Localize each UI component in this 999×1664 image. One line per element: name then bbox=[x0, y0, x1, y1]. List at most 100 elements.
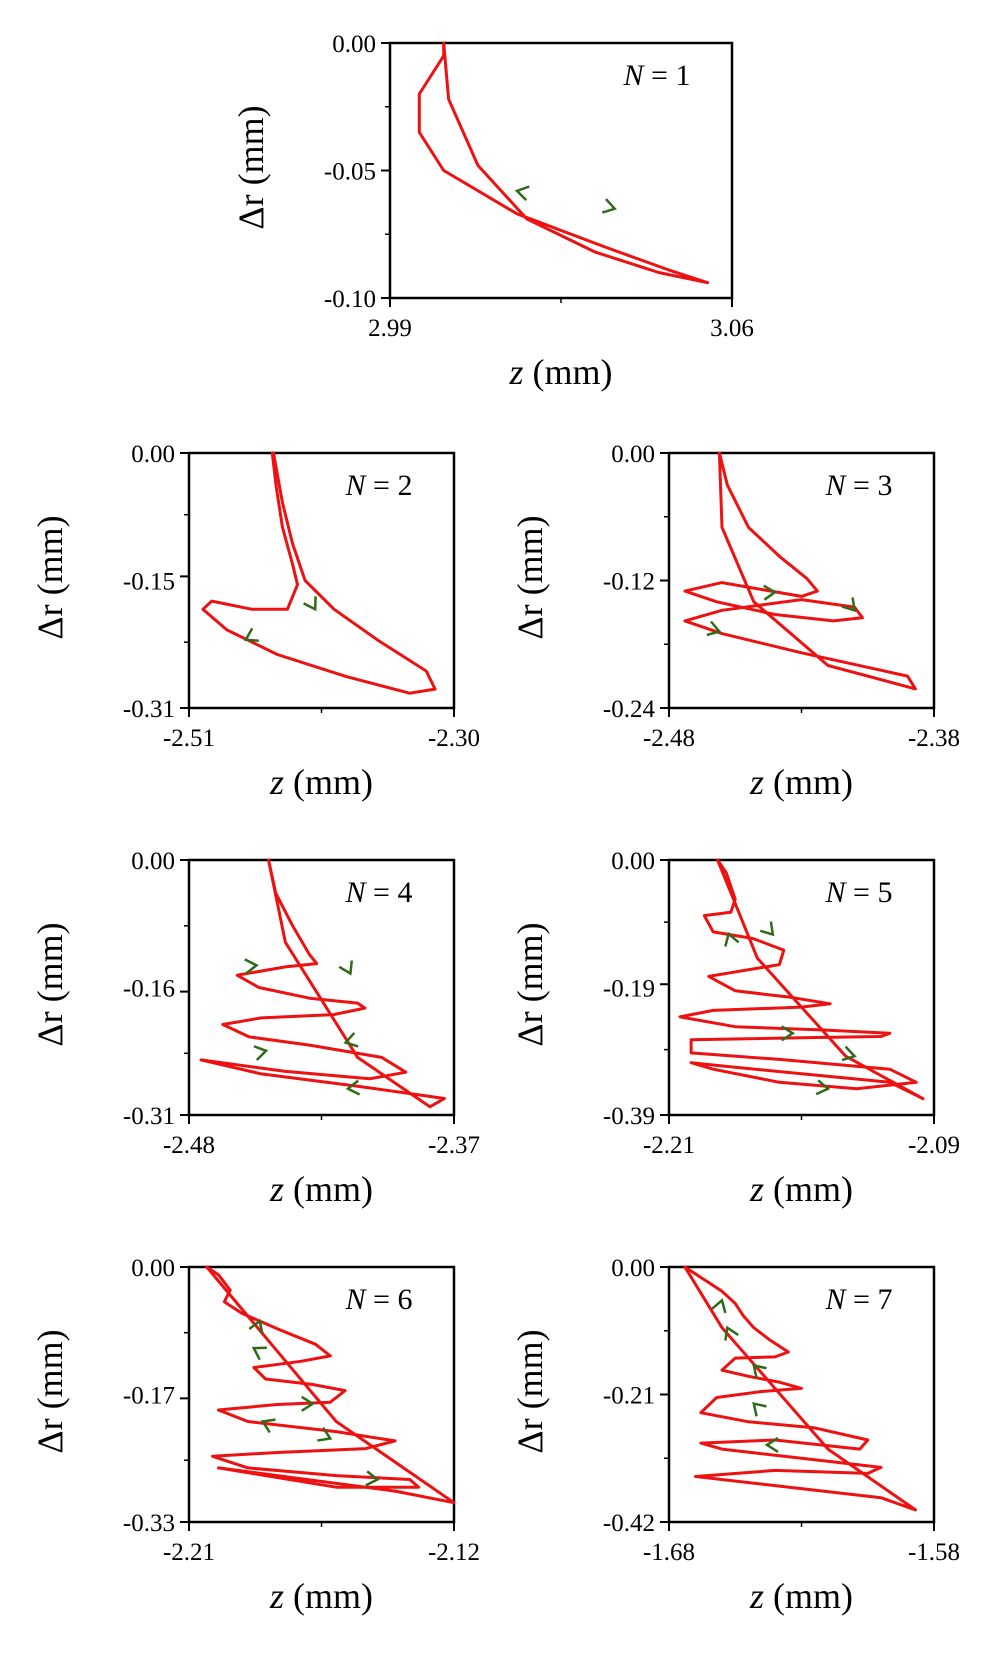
y-axis-title: Δr (mm) bbox=[510, 515, 550, 639]
x-tick-label-min: -2.48 bbox=[163, 1132, 215, 1159]
y-tick-label-top: 0.00 bbox=[611, 1255, 655, 1282]
direction-arrow bbox=[251, 1346, 267, 1361]
direction-arrow bbox=[243, 627, 259, 643]
direction-arrow bbox=[365, 1470, 380, 1487]
y-axis-title: Δr (mm) bbox=[231, 105, 271, 229]
direction-arrow bbox=[601, 198, 617, 214]
y-tick-label-top: 0.00 bbox=[611, 848, 655, 875]
x-tick-label-max: -2.38 bbox=[908, 725, 960, 752]
direction-arrow bbox=[752, 1363, 767, 1379]
direction-arrow bbox=[781, 1025, 796, 1042]
y-tick-label-bottom: -0.31 bbox=[123, 1103, 175, 1130]
x-tick-label-max: 3.06 bbox=[710, 315, 754, 342]
plot-frame bbox=[667, 858, 936, 1117]
direction-arrow bbox=[752, 1401, 767, 1417]
x-axis-title: z (mm) bbox=[749, 1576, 853, 1616]
y-tick-label-mid: -0.05 bbox=[324, 159, 376, 186]
y-tick-label-top: 0.00 bbox=[131, 441, 175, 468]
direction-arrow bbox=[724, 931, 740, 947]
panel-label: N = 1 bbox=[623, 59, 691, 92]
y-tick-label-mid: -0.12 bbox=[603, 569, 655, 596]
direction-arrow bbox=[253, 1045, 269, 1061]
y-tick-label-top: 0.00 bbox=[131, 848, 175, 875]
trajectory-line bbox=[199, 858, 446, 1109]
trajectory-line bbox=[205, 1265, 456, 1505]
x-axis-title: z (mm) bbox=[269, 1169, 373, 1209]
trajectory-line bbox=[683, 1265, 917, 1512]
x-tick-label-max: -2.09 bbox=[908, 1132, 960, 1159]
data-marks bbox=[199, 858, 446, 1109]
y-tick-label-bottom: -0.42 bbox=[603, 1510, 655, 1537]
panel-n4: -2.48 -2.37 0.00 -0.16 -0.31 z (mm) Δr (… bbox=[30, 848, 480, 1209]
panel-n7: -1.68 -1.58 0.00 -0.21 -0.42 z (mm) Δr (… bbox=[510, 1255, 960, 1616]
x-tick-label-min: 2.99 bbox=[368, 315, 412, 342]
direction-arrow bbox=[260, 1418, 276, 1434]
direction-arrow bbox=[317, 1427, 333, 1442]
direction-arrow bbox=[841, 597, 857, 613]
direction-arrow bbox=[763, 584, 778, 601]
x-axis-title: z (mm) bbox=[749, 1169, 853, 1209]
panel-label: N = 4 bbox=[345, 876, 413, 909]
x-tick-label-min: -2.51 bbox=[163, 725, 215, 752]
ticks bbox=[381, 42, 733, 307]
y-axis-title: Δr (mm) bbox=[510, 922, 550, 1046]
direction-arrow bbox=[301, 1395, 316, 1412]
data-marks bbox=[683, 451, 917, 691]
plot-frame bbox=[667, 451, 936, 710]
direction-arrow bbox=[514, 185, 530, 201]
panel-label: N = 6 bbox=[345, 1283, 413, 1316]
data-marks bbox=[205, 1265, 456, 1505]
x-tick-label-max: -2.12 bbox=[428, 1539, 480, 1566]
direction-arrow bbox=[303, 596, 317, 612]
data-marks bbox=[683, 1265, 917, 1512]
ticks bbox=[660, 1266, 935, 1531]
y-tick-label-mid: -0.15 bbox=[123, 569, 175, 596]
y-tick-label-bottom: -0.33 bbox=[123, 1510, 175, 1537]
x-axis-title: z (mm) bbox=[269, 1576, 373, 1616]
y-axis-title: Δr (mm) bbox=[30, 1329, 70, 1453]
panel-label: N = 7 bbox=[825, 1283, 893, 1316]
x-tick-label-max: -2.30 bbox=[428, 725, 480, 752]
y-axis-title: Δr (mm) bbox=[30, 922, 70, 1046]
direction-arrow bbox=[248, 1318, 264, 1335]
data-marks bbox=[201, 451, 437, 695]
panel-n3: -2.48 -2.38 0.00 -0.12 -0.24 z (mm) Δr (… bbox=[510, 441, 960, 802]
y-tick-label-mid: -0.21 bbox=[603, 1383, 655, 1410]
y-tick-label-mid: -0.17 bbox=[123, 1383, 175, 1410]
y-axis-title: Δr (mm) bbox=[30, 515, 70, 639]
y-tick-label-top: 0.00 bbox=[332, 31, 376, 58]
direction-arrow bbox=[711, 1298, 727, 1314]
direction-arrow bbox=[724, 1325, 739, 1341]
panel-n2: -2.51 -2.30 0.00 -0.15 -0.31 z (mm) Δr (… bbox=[30, 441, 480, 802]
y-tick-label-bottom: -0.31 bbox=[123, 696, 175, 723]
x-tick-label-min: -2.21 bbox=[163, 1539, 215, 1566]
trajectory-line bbox=[683, 451, 917, 691]
trajectory-line bbox=[678, 858, 925, 1101]
ticks bbox=[660, 452, 935, 717]
y-tick-label-bottom: -0.10 bbox=[324, 286, 376, 313]
plot-frame bbox=[187, 858, 456, 1117]
y-tick-label-bottom: -0.24 bbox=[603, 696, 656, 723]
direction-arrow bbox=[764, 1436, 779, 1453]
y-tick-label-top: 0.00 bbox=[131, 1255, 175, 1282]
x-tick-label-max: -2.37 bbox=[428, 1132, 480, 1159]
x-tick-label-min: -2.48 bbox=[643, 725, 695, 752]
direction-arrow bbox=[338, 960, 354, 976]
x-axis-title: z (mm) bbox=[749, 762, 853, 802]
x-tick-label-min: -1.68 bbox=[643, 1539, 695, 1566]
data-marks bbox=[678, 858, 925, 1101]
direction-arrow bbox=[345, 1079, 361, 1096]
ticks bbox=[660, 859, 935, 1124]
direction-arrow bbox=[759, 921, 775, 937]
trajectory-line bbox=[201, 451, 437, 695]
panel-n6: -2.21 -2.12 0.00 -0.17 -0.33 z (mm) Δr (… bbox=[30, 1255, 480, 1616]
y-tick-label-bottom: -0.39 bbox=[603, 1103, 655, 1130]
x-tick-label-max: -1.58 bbox=[908, 1539, 960, 1566]
y-tick-label-mid: -0.19 bbox=[603, 976, 655, 1003]
ticks bbox=[180, 1266, 455, 1531]
ticks bbox=[180, 452, 455, 717]
direction-arrow bbox=[841, 1045, 857, 1062]
data-marks bbox=[417, 41, 710, 285]
x-tick-label-min: -2.21 bbox=[643, 1132, 695, 1159]
